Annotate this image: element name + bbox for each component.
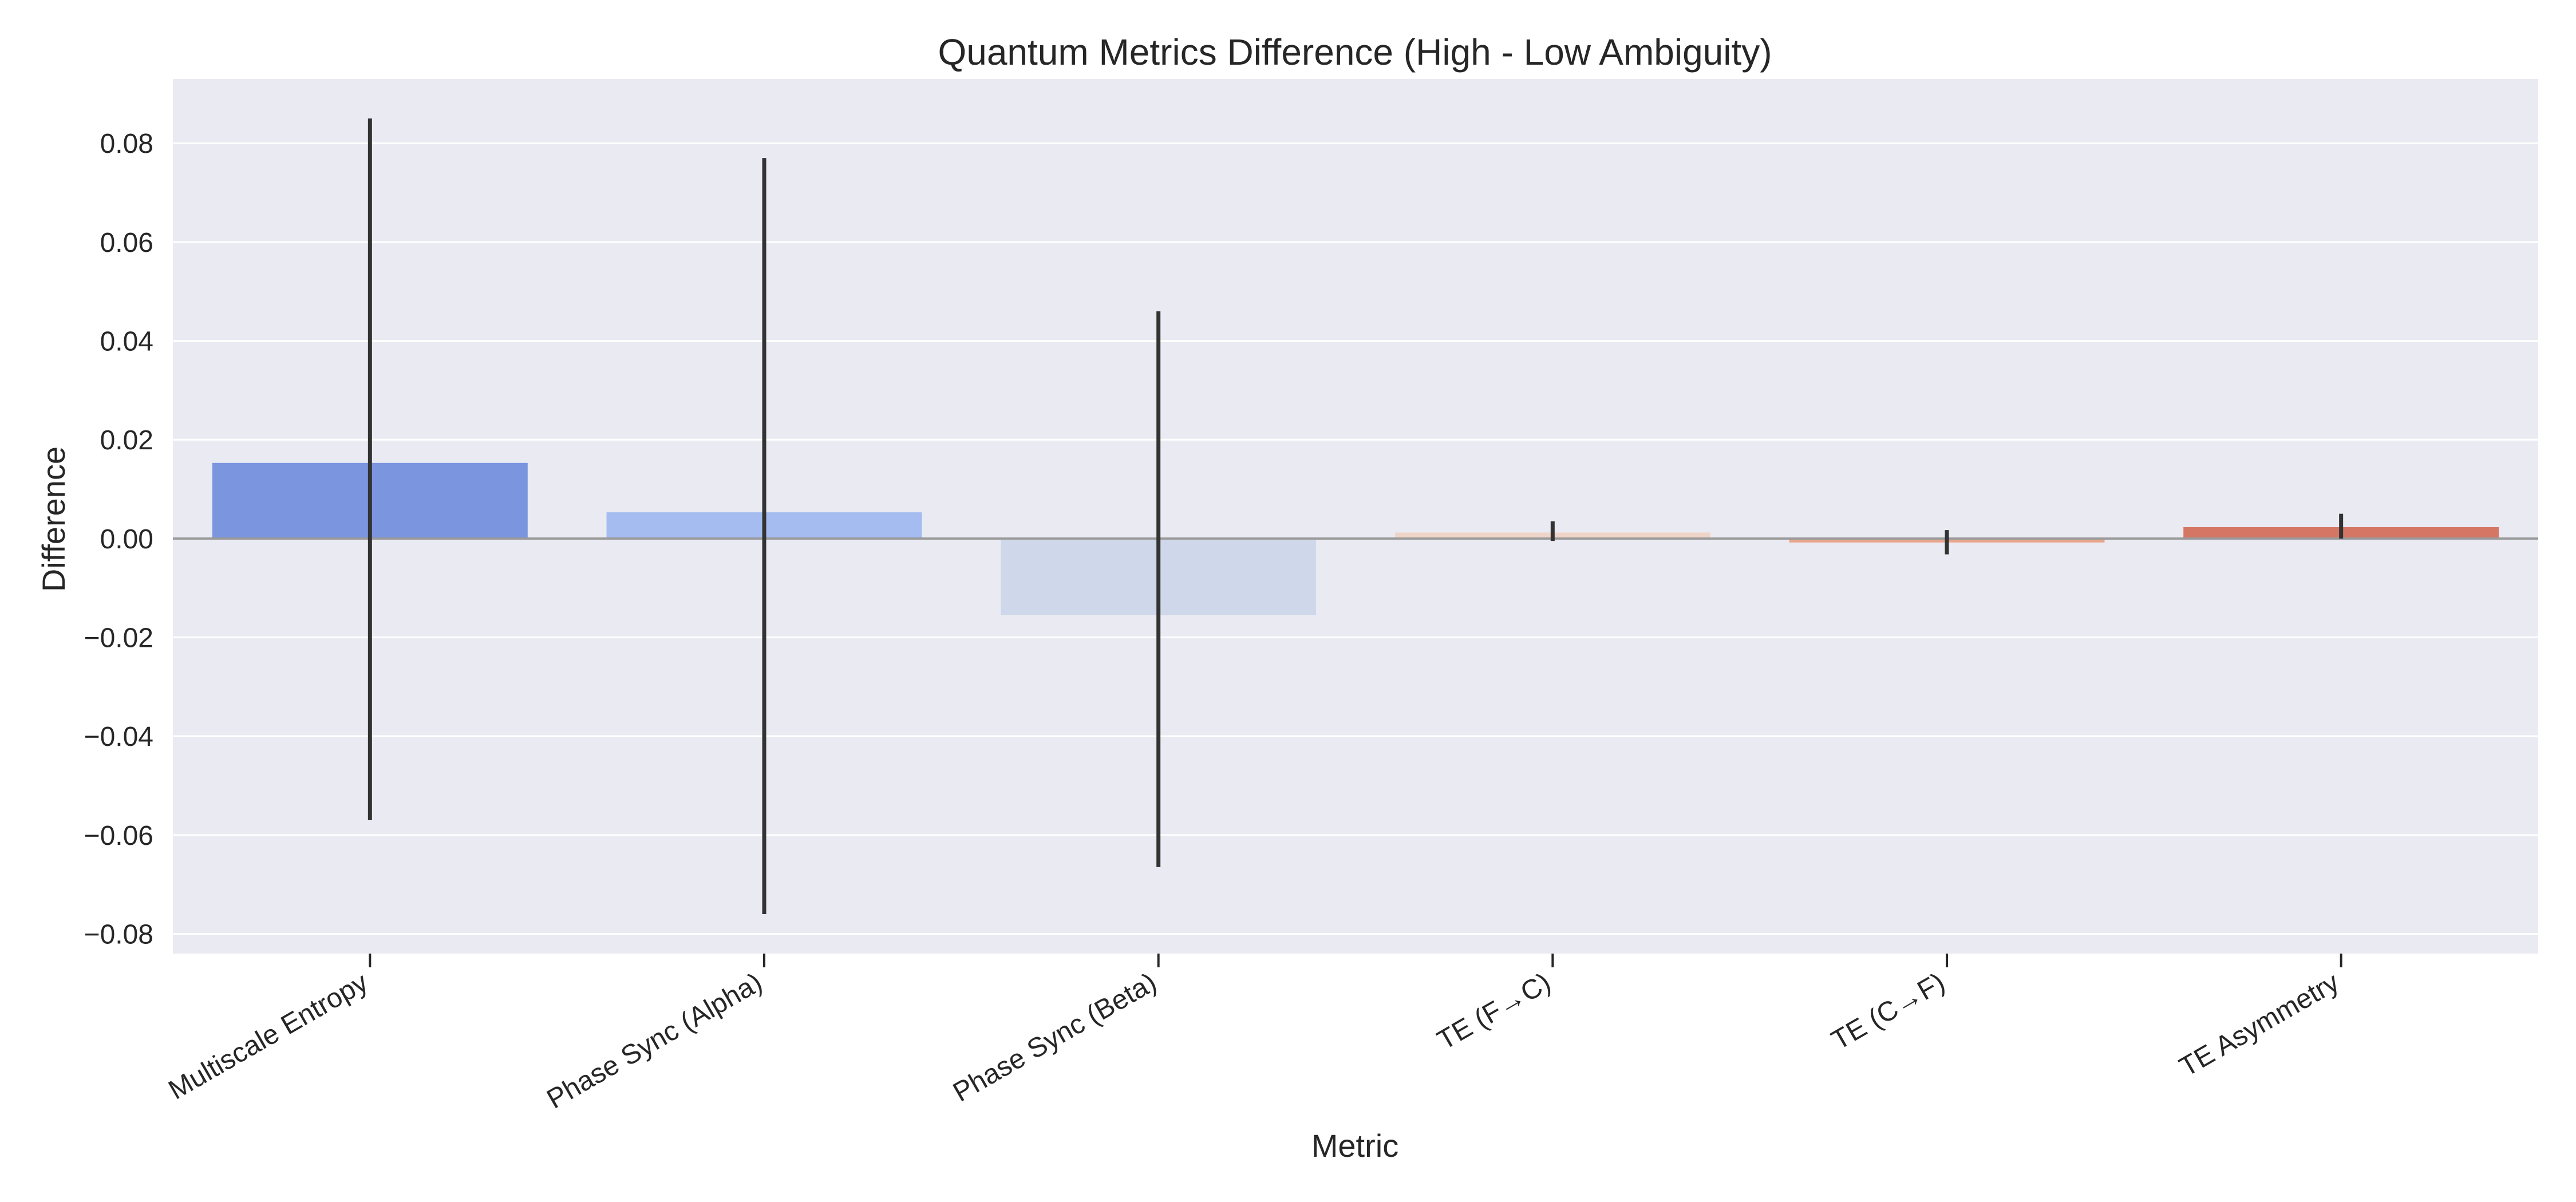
x-tick-label: TE (F→C) xyxy=(1432,967,1556,1056)
plot-background xyxy=(173,79,2538,954)
y-tick-label: 0.06 xyxy=(100,228,153,258)
y-tick-label: 0.04 xyxy=(100,327,153,357)
y-tick-label: 0.08 xyxy=(100,129,153,159)
y-tick-label: 0.00 xyxy=(100,524,153,555)
y-tick-label: −0.08 xyxy=(84,919,153,950)
x-axis-ticks: Multiscale Entropy Phase Sync (Alpha) Phas… xyxy=(164,954,2344,1115)
x-tick-label: Multiscale Entropy xyxy=(164,967,373,1106)
x-tick-label: TE Asymmetry xyxy=(2174,967,2344,1083)
y-axis-label: Difference xyxy=(35,446,72,592)
y-tick-label: 0.02 xyxy=(100,425,153,456)
y-tick-label: −0.06 xyxy=(84,821,153,851)
y-gridlines xyxy=(173,142,2538,935)
x-tick-label: Phase Sync (Alpha) xyxy=(542,967,768,1115)
x-axis-label: Metric xyxy=(1311,1128,1398,1164)
chart-title: Quantum Metrics Difference (High - Low A… xyxy=(938,31,1772,73)
x-tick-label: TE (C→F) xyxy=(1827,967,1950,1056)
y-tick-label: −0.02 xyxy=(84,623,153,654)
x-tick-label: Phase Sync (Beta) xyxy=(948,967,1161,1108)
y-tick-label: −0.04 xyxy=(84,722,153,752)
error-bars xyxy=(368,118,2344,914)
y-axis-ticks: −0.08 −0.06 −0.04 −0.02 0.00 0.02 0.04 0.06 0.08 xyxy=(84,129,153,950)
